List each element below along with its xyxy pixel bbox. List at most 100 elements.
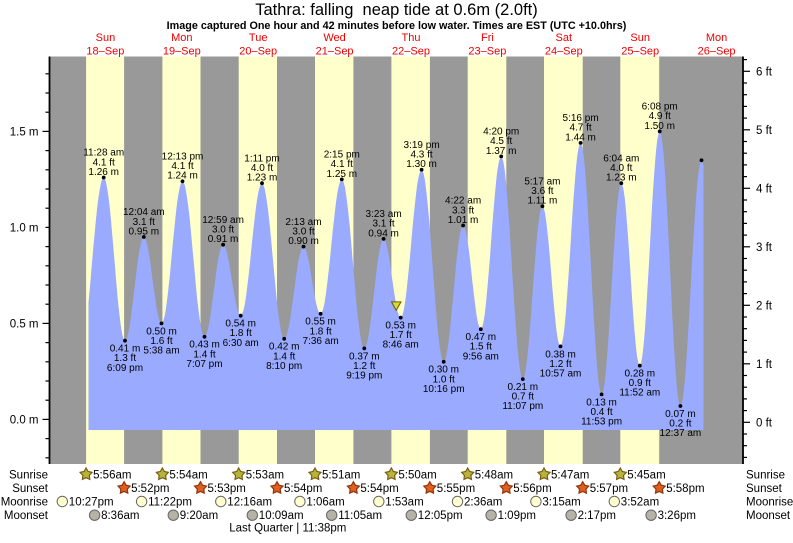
svg-text:22–Sep: 22–Sep	[392, 46, 430, 58]
svg-text:9:19 pm: 9:19 pm	[346, 371, 382, 382]
svg-text:Mon: Mon	[706, 32, 727, 44]
svg-text:3:26pm: 3:26pm	[658, 510, 696, 522]
svg-text:Moonrise: Moonrise	[746, 497, 793, 509]
svg-text:5:53am: 5:53am	[246, 469, 284, 481]
svg-text:4.0 ft: 4.0 ft	[610, 163, 632, 174]
svg-text:Mon: Mon	[171, 32, 192, 44]
svg-text:7:07 pm: 7:07 pm	[186, 359, 222, 370]
svg-text:1.25 m: 1.25 m	[327, 169, 358, 180]
svg-text:1.11 m: 1.11 m	[527, 196, 557, 207]
svg-text:9:56 am: 9:56 am	[463, 351, 499, 362]
svg-text:4.1 ft: 4.1 ft	[171, 161, 193, 172]
svg-text:21–Sep: 21–Sep	[316, 46, 354, 58]
svg-text:4.0 ft: 4.0 ft	[251, 163, 273, 174]
svg-text:5 ft: 5 ft	[756, 125, 773, 137]
svg-text:2:13 am: 2:13 am	[285, 217, 321, 228]
svg-text:Fri: Fri	[481, 32, 494, 44]
svg-text:19–Sep: 19–Sep	[163, 46, 201, 58]
svg-text:5:52pm: 5:52pm	[131, 483, 169, 495]
svg-text:Sun: Sun	[630, 32, 650, 44]
svg-text:5:54am: 5:54am	[169, 469, 207, 481]
svg-text:1.5 ft: 1.5 ft	[470, 342, 492, 353]
svg-text:3:19 pm: 3:19 pm	[404, 140, 440, 151]
svg-text:0.4 ft: 0.4 ft	[590, 407, 612, 418]
svg-text:11:07 pm: 11:07 pm	[502, 401, 543, 412]
svg-text:11:52 am: 11:52 am	[619, 388, 660, 399]
svg-text:4 ft: 4 ft	[756, 183, 773, 195]
svg-text:1.2 ft: 1.2 ft	[549, 359, 571, 370]
svg-text:1.37 m: 1.37 m	[486, 146, 517, 157]
svg-text:Tathra: falling neap tide at: Tathra: falling neap tide at 0.6m (2.0ft…	[255, 1, 538, 19]
svg-text:1.8 ft: 1.8 ft	[309, 326, 331, 337]
svg-text:0.47 m: 0.47 m	[466, 332, 497, 343]
svg-text:3:23 am: 3:23 am	[366, 209, 402, 220]
svg-text:11:28 am: 11:28 am	[83, 148, 124, 159]
svg-text:0.13 m: 0.13 m	[586, 397, 617, 408]
svg-text:2:36am: 2:36am	[464, 497, 502, 509]
svg-text:4:22 am: 4:22 am	[445, 196, 481, 207]
svg-text:3.0 ft: 3.0 ft	[212, 225, 234, 236]
svg-text:12:05pm: 12:05pm	[418, 510, 463, 522]
svg-text:0.5 m: 0.5 m	[10, 318, 39, 330]
svg-text:1.0 ft: 1.0 ft	[433, 374, 455, 385]
svg-text:8:46 am: 8:46 am	[383, 340, 419, 351]
svg-text:4.3 ft: 4.3 ft	[410, 150, 432, 161]
svg-text:0.2 ft: 0.2 ft	[669, 419, 691, 430]
svg-text:5:54pm: 5:54pm	[360, 483, 398, 495]
svg-text:Moonset: Moonset	[746, 510, 791, 522]
svg-text:12:04 am: 12:04 am	[123, 207, 165, 218]
svg-text:Thu: Thu	[402, 32, 421, 44]
svg-text:0 ft: 0 ft	[756, 417, 773, 429]
svg-text:5:50am: 5:50am	[398, 469, 436, 481]
svg-text:4.7 ft: 4.7 ft	[569, 123, 591, 134]
svg-text:1.01 m: 1.01 m	[448, 215, 479, 226]
svg-text:4.5 ft: 4.5 ft	[490, 136, 512, 147]
svg-text:11:22pm: 11:22pm	[148, 497, 192, 509]
svg-text:1.3 ft: 1.3 ft	[114, 353, 136, 364]
svg-text:12:16am: 12:16am	[227, 497, 272, 509]
svg-text:2:15 pm: 2:15 pm	[324, 150, 360, 161]
svg-text:0.54 m: 0.54 m	[225, 319, 256, 330]
svg-text:0.53 m: 0.53 m	[385, 321, 416, 332]
svg-text:1.7 ft: 1.7 ft	[390, 330, 412, 341]
svg-text:0.95 m: 0.95 m	[129, 226, 160, 237]
svg-text:11:53 pm: 11:53 pm	[581, 417, 622, 428]
svg-text:1.0 m: 1.0 m	[10, 222, 39, 234]
svg-text:12:59 am: 12:59 am	[202, 215, 244, 226]
svg-text:5:57pm: 5:57pm	[590, 483, 628, 495]
svg-text:4:20 pm: 4:20 pm	[483, 127, 519, 138]
svg-text:0.94 m: 0.94 m	[368, 228, 399, 239]
svg-text:5:51am: 5:51am	[322, 469, 360, 481]
svg-text:3.1 ft: 3.1 ft	[372, 219, 394, 230]
svg-text:12:37 am: 12:37 am	[660, 428, 702, 439]
svg-text:1.26 m: 1.26 m	[88, 167, 119, 178]
svg-text:0.91 m: 0.91 m	[208, 234, 239, 245]
svg-text:0.9 ft: 0.9 ft	[629, 378, 651, 389]
svg-text:12:13 pm: 12:13 pm	[162, 152, 204, 163]
svg-text:Sun: Sun	[96, 32, 116, 44]
svg-text:0.50 m: 0.50 m	[146, 326, 177, 337]
svg-text:0.41 m: 0.41 m	[110, 344, 141, 355]
svg-text:1.50 m: 1.50 m	[644, 121, 675, 132]
svg-text:24–Sep: 24–Sep	[545, 46, 583, 58]
svg-text:1.23 m: 1.23 m	[247, 173, 278, 184]
svg-text:1.6 ft: 1.6 ft	[150, 336, 172, 347]
svg-text:1.44 m: 1.44 m	[565, 132, 596, 143]
svg-text:0.07 m: 0.07 m	[665, 409, 696, 420]
svg-text:1.2 ft: 1.2 ft	[353, 361, 375, 372]
svg-text:6 ft: 6 ft	[756, 66, 773, 78]
svg-text:Wed: Wed	[323, 32, 345, 44]
svg-text:Sunset: Sunset	[12, 483, 49, 495]
svg-text:1.23 m: 1.23 m	[606, 173, 637, 184]
svg-text:10:16 pm: 10:16 pm	[423, 384, 465, 395]
svg-text:0.7 ft: 0.7 ft	[512, 392, 534, 403]
svg-text:5:53pm: 5:53pm	[208, 483, 246, 495]
svg-text:3.0 ft: 3.0 ft	[292, 226, 314, 237]
svg-text:Moonrise: Moonrise	[1, 497, 48, 509]
svg-text:10:57 am: 10:57 am	[540, 369, 582, 380]
svg-text:1:53am: 1:53am	[385, 497, 423, 509]
svg-text:0.90 m: 0.90 m	[288, 236, 319, 247]
svg-text:11:05am: 11:05am	[338, 510, 382, 522]
svg-text:1 ft: 1 ft	[756, 359, 773, 371]
svg-text:5:54pm: 5:54pm	[284, 483, 322, 495]
